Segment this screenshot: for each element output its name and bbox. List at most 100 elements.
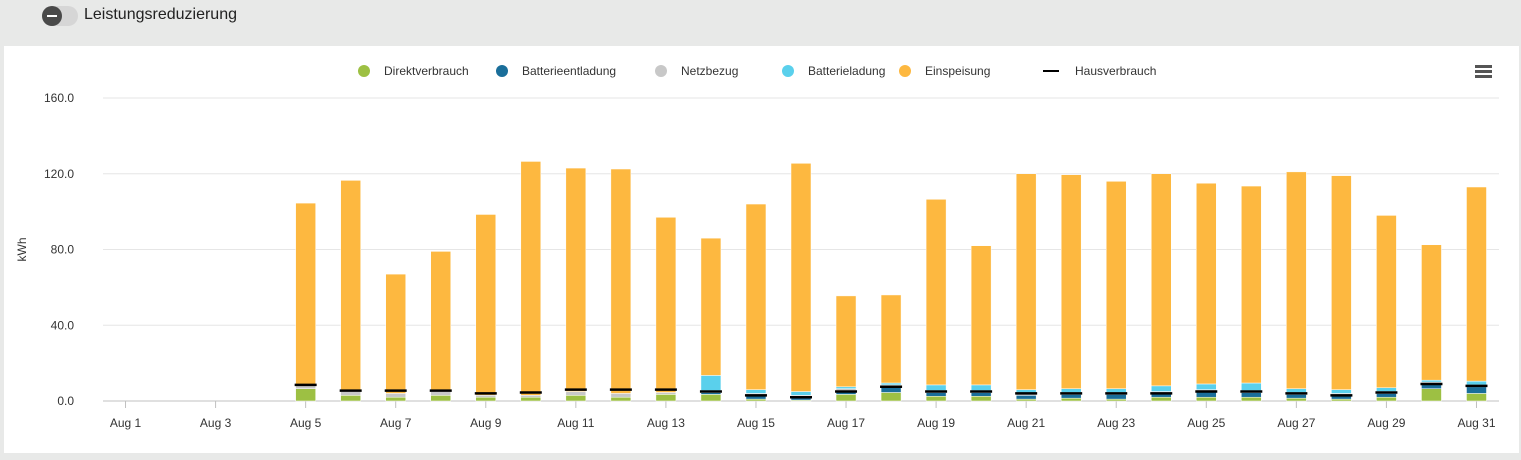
bar-segment-direktverbrauch[interactable] bbox=[835, 394, 857, 402]
bar-segment-batterieladung[interactable] bbox=[1151, 385, 1172, 392]
bar-segment-batterieentladung[interactable] bbox=[970, 392, 992, 397]
bar-segment-direktverbrauch[interactable] bbox=[565, 395, 587, 402]
bar-segment-einspeisung[interactable] bbox=[655, 217, 677, 393]
legend-dot-icon[interactable] bbox=[358, 65, 370, 77]
bar-segment-einspeisung[interactable] bbox=[1241, 185, 1262, 384]
bar-segment-direktverbrauch[interactable] bbox=[295, 388, 316, 402]
bar-segment-einspeisung[interactable] bbox=[1015, 173, 1037, 390]
bar-segment-einspeisung[interactable] bbox=[565, 167, 587, 392]
bar-segment-einspeisung[interactable] bbox=[835, 295, 857, 388]
bar-segment-direktverbrauch[interactable] bbox=[700, 394, 722, 402]
bar-segment-direktverbrauch[interactable] bbox=[1060, 397, 1082, 402]
bar-segment-einspeisung[interactable] bbox=[1421, 244, 1442, 381]
bar-segment-netzbezug[interactable] bbox=[565, 391, 587, 396]
bar-segment-batterieladung[interactable] bbox=[1466, 380, 1487, 386]
bar-segment-direktverbrauch[interactable] bbox=[385, 396, 406, 402]
bar-segment-batterieladung[interactable] bbox=[1376, 387, 1397, 392]
bar-segment-netzbezug[interactable] bbox=[475, 395, 497, 398]
bar-segment-direktverbrauch[interactable] bbox=[520, 396, 542, 402]
bar-segment-einspeisung[interactable] bbox=[1060, 174, 1082, 389]
leistungsreduzierung-toggle[interactable] bbox=[42, 6, 78, 26]
bar-segment-einspeisung[interactable] bbox=[970, 245, 992, 386]
bar-segment-direktverbrauch[interactable] bbox=[1331, 398, 1352, 402]
bar-segment-netzbezug[interactable] bbox=[385, 393, 406, 398]
bar-segment-einspeisung[interactable] bbox=[790, 163, 812, 392]
bar-segment-batterieentladung[interactable] bbox=[1376, 393, 1397, 398]
bar-segment-batterieladung[interactable] bbox=[1286, 388, 1307, 393]
legend-item-label[interactable]: Batterieladung bbox=[808, 64, 885, 78]
bar-segment-einspeisung[interactable] bbox=[1196, 182, 1217, 385]
bar-segment-batterieentladung[interactable] bbox=[1466, 386, 1487, 394]
bar-segment-direktverbrauch[interactable] bbox=[430, 395, 451, 402]
legend-dot-icon[interactable] bbox=[496, 65, 508, 77]
bar-segment-einspeisung[interactable] bbox=[1286, 171, 1307, 389]
bar-segment-batterieladung[interactable] bbox=[1196, 383, 1217, 390]
bar-segment-einspeisung[interactable] bbox=[1151, 173, 1172, 387]
bar-segment-direktverbrauch[interactable] bbox=[880, 392, 902, 402]
bar-segment-direktverbrauch[interactable] bbox=[1421, 388, 1442, 402]
bar-segment-direktverbrauch[interactable] bbox=[1196, 396, 1217, 402]
bar-segment-batterieladung[interactable] bbox=[1105, 388, 1127, 393]
bar-segment-batterieladung[interactable] bbox=[745, 389, 767, 394]
bar-segment-netzbezug[interactable] bbox=[655, 392, 677, 395]
bar-segment-batterieentladung[interactable] bbox=[1286, 394, 1307, 399]
bar-segment-direktverbrauch[interactable] bbox=[1286, 397, 1307, 402]
bar-segment-einspeisung[interactable] bbox=[520, 161, 542, 396]
bar-segment-direktverbrauch[interactable] bbox=[475, 396, 497, 402]
bar-segment-einspeisung[interactable] bbox=[295, 202, 316, 386]
hamburger-menu-icon[interactable] bbox=[1475, 70, 1492, 73]
bar-segment-netzbezug[interactable] bbox=[430, 391, 451, 396]
bar-segment-direktverbrauch[interactable] bbox=[1241, 396, 1262, 402]
bar-segment-batterieladung[interactable] bbox=[1331, 389, 1352, 394]
bar-segment-batterieladung[interactable] bbox=[1421, 379, 1442, 383]
bar-segment-einspeisung[interactable] bbox=[475, 214, 497, 396]
bar-segment-einspeisung[interactable] bbox=[1466, 186, 1487, 382]
bar-segment-batterieladung[interactable] bbox=[790, 391, 812, 396]
bar-segment-direktverbrauch[interactable] bbox=[745, 398, 767, 402]
bar-segment-einspeisung[interactable] bbox=[745, 203, 767, 390]
bar-segment-direktverbrauch[interactable] bbox=[1466, 393, 1487, 402]
bar-segment-batterieladung[interactable] bbox=[835, 386, 857, 389]
bar-segment-batterieladung[interactable] bbox=[1060, 388, 1082, 393]
hamburger-menu-icon[interactable] bbox=[1475, 65, 1492, 68]
bar-segment-batterieladung[interactable] bbox=[880, 382, 902, 386]
bar-segment-einspeisung[interactable] bbox=[1105, 181, 1127, 389]
bar-segment-netzbezug[interactable] bbox=[340, 391, 361, 396]
bar-segment-direktverbrauch[interactable] bbox=[655, 394, 677, 402]
bar-segment-direktverbrauch[interactable] bbox=[1105, 398, 1127, 402]
bar-segment-einspeisung[interactable] bbox=[340, 180, 361, 392]
bar-segment-batterieentladung[interactable] bbox=[925, 392, 947, 397]
bar-segment-einspeisung[interactable] bbox=[385, 273, 406, 394]
bar-segment-batterieentladung[interactable] bbox=[1015, 395, 1037, 400]
bar-segment-einspeisung[interactable] bbox=[880, 294, 902, 384]
bar-segment-batterieladung[interactable] bbox=[700, 375, 722, 391]
legend-item-label[interactable]: Batterieentladung bbox=[522, 64, 616, 78]
bar-segment-einspeisung[interactable] bbox=[1376, 215, 1397, 388]
legend-dot-icon[interactable] bbox=[655, 65, 667, 77]
bar-segment-batterieladung[interactable] bbox=[1241, 382, 1262, 391]
hamburger-menu-icon[interactable] bbox=[1475, 75, 1492, 78]
bar-segment-batterieentladung[interactable] bbox=[1060, 394, 1082, 399]
bar-segment-einspeisung[interactable] bbox=[925, 199, 947, 386]
bar-segment-direktverbrauch[interactable] bbox=[340, 395, 361, 402]
bar-segment-direktverbrauch[interactable] bbox=[925, 396, 947, 402]
bar-segment-batterieladung[interactable] bbox=[970, 384, 992, 391]
bar-segment-direktverbrauch[interactable] bbox=[1151, 396, 1172, 402]
bar-segment-direktverbrauch[interactable] bbox=[1015, 398, 1037, 402]
legend-dot-icon[interactable] bbox=[782, 65, 794, 77]
legend-item-label[interactable]: Hausverbrauch bbox=[1075, 64, 1156, 78]
bar-segment-direktverbrauch[interactable] bbox=[610, 396, 632, 402]
bar-segment-netzbezug[interactable] bbox=[520, 395, 542, 398]
bar-segment-netzbezug[interactable] bbox=[610, 393, 632, 398]
bar-segment-batterieentladung[interactable] bbox=[1105, 394, 1127, 400]
bar-segment-direktverbrauch[interactable] bbox=[1376, 396, 1397, 402]
bar-segment-einspeisung[interactable] bbox=[610, 168, 632, 394]
legend-item-label[interactable]: Netzbezug bbox=[681, 64, 738, 78]
legend-item-label[interactable]: Direktverbrauch bbox=[384, 64, 469, 78]
legend-item-label[interactable]: Einspeisung bbox=[925, 64, 990, 78]
bar-segment-einspeisung[interactable] bbox=[700, 237, 722, 376]
bar-segment-einspeisung[interactable] bbox=[1331, 175, 1352, 390]
bar-segment-einspeisung[interactable] bbox=[430, 251, 451, 392]
bar-segment-batterieladung[interactable] bbox=[925, 384, 947, 391]
bar-segment-direktverbrauch[interactable] bbox=[970, 396, 992, 402]
